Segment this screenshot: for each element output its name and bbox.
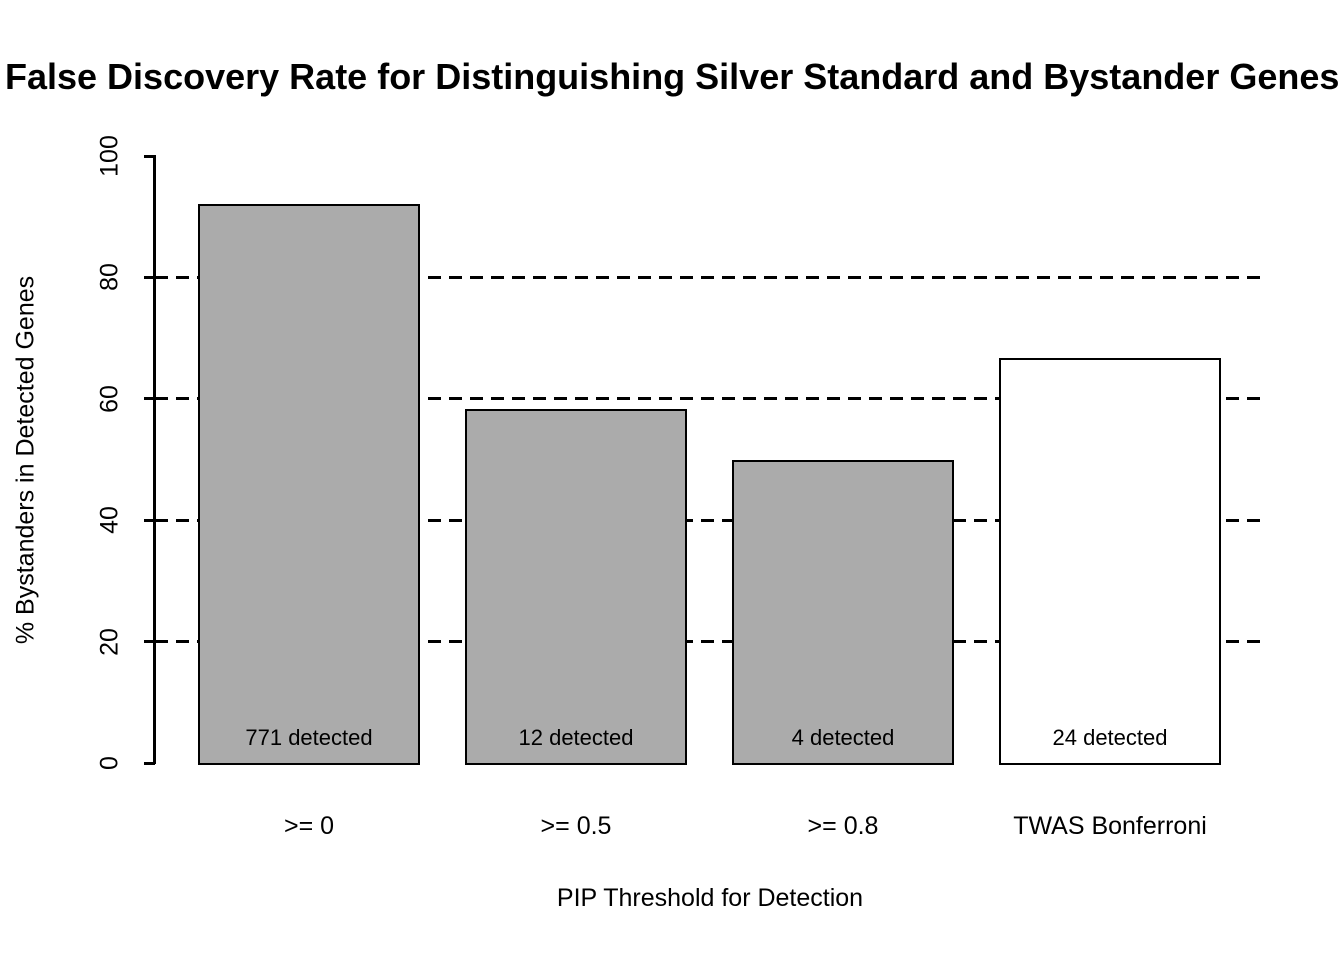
y-tick-label: 80 — [95, 263, 124, 292]
x-category-label: TWAS Bonferroni — [1013, 812, 1207, 840]
bar-count-label: 24 detected — [1052, 724, 1168, 750]
x-axis-title: PIP Threshold for Detection — [556, 884, 864, 912]
x-category-label: >= 0 — [283, 812, 335, 840]
y-tick — [144, 761, 155, 765]
bar-pip-0: 771 detected — [198, 203, 420, 765]
y-tick — [144, 154, 155, 158]
x-category-label: >= 0.5 — [540, 812, 612, 840]
y-tick-label: 40 — [95, 506, 124, 535]
bar-twas-bonferroni: 24 detected — [999, 358, 1221, 765]
gridline-80 — [155, 275, 1263, 279]
gridline-20 — [155, 640, 1263, 644]
bar-count-label: 12 detected — [518, 724, 634, 750]
bar-pip-08: 4 detected — [732, 459, 954, 765]
y-axis-title: % Bystanders in Detected Genes — [11, 275, 40, 644]
bar-count-label: 4 detected — [791, 725, 895, 750]
y-tick-label: 0 — [95, 756, 124, 770]
y-tick-label: 100 — [95, 135, 124, 177]
y-tick — [144, 275, 155, 279]
gridline-40 — [155, 518, 1263, 522]
x-category-label: >= 0.8 — [807, 812, 879, 840]
y-tick-label: 20 — [95, 627, 124, 656]
bar-pip-05: 12 detected — [465, 409, 687, 765]
bar-count-label: 771 detected — [245, 724, 373, 750]
y-tick — [144, 640, 155, 644]
gridline-60 — [155, 397, 1263, 401]
y-tick-label: 60 — [95, 384, 124, 413]
chart-title: False Discovery Rate for Distinguishing … — [5, 56, 1340, 97]
y-tick — [144, 518, 155, 522]
y-axis-line — [153, 155, 156, 764]
y-tick — [144, 397, 155, 401]
